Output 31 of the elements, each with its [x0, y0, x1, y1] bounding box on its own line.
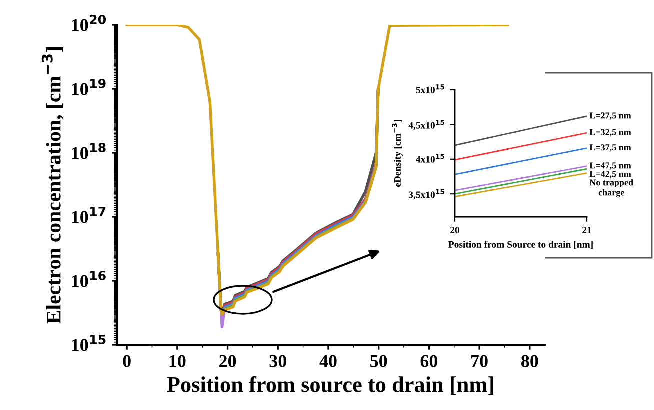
- y-tick-label: 4x10$^{15}$: [416, 154, 444, 163]
- x-tick-label: 50: [370, 355, 388, 368]
- y-tick-label: 4,5x10$^{15}$: [408, 120, 444, 130]
- x-tick-label: 20: [450, 227, 460, 234]
- y-tick-label: 10$^{20}$: [72, 14, 106, 32]
- y-tick-label: 10$^{18}$: [72, 142, 106, 160]
- y-axis-title: Electron concentration, [cm$^{−3}$]: [42, 47, 64, 324]
- x-tick-label: 10: [170, 355, 186, 368]
- x-tick-label: 60: [420, 355, 438, 368]
- series-label: L=32,5 nm: [590, 129, 632, 137]
- series-label: L=42,5 nm: [590, 171, 632, 178]
- x-tick-label: 80: [521, 355, 538, 368]
- series-label: L=27,5 nm: [590, 112, 632, 120]
- x-tick-label: 40: [320, 355, 337, 368]
- x-tick-label: 70: [472, 355, 488, 368]
- x-tick-label: 21: [582, 227, 592, 234]
- x-tick-label: 0: [123, 355, 131, 368]
- series-label: L=47,5 nm: [590, 162, 632, 170]
- x-axis-title: Position from Source to drain [nm]: [448, 240, 593, 250]
- series-label: L=37,5 nm: [590, 144, 632, 152]
- x-tick-label: 20: [220, 355, 236, 368]
- y-axis-title: eDensity [cm$^{−3}$]: [392, 120, 403, 188]
- x-tick-label: 30: [270, 355, 286, 368]
- series-label: No trapped charge: [590, 179, 634, 198]
- y-tick-label: 10$^{16}$: [72, 270, 106, 288]
- y-tick-label: 5x10$^{15}$: [416, 84, 444, 94]
- y-tick-label: 3,5x10$^{15}$: [408, 189, 444, 200]
- y-tick-label: 10$^{15}$: [72, 335, 106, 352]
- y-tick-label: 10$^{17}$: [72, 207, 106, 224]
- x-axis-title: Position from source to drain [nm]: [167, 376, 494, 396]
- y-tick-label: 10$^{19}$: [72, 78, 106, 96]
